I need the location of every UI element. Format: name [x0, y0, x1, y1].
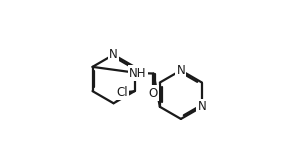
Text: Cl: Cl	[116, 86, 128, 99]
Text: N: N	[176, 64, 185, 77]
Text: O: O	[149, 87, 158, 100]
Text: N: N	[197, 100, 206, 113]
Text: N: N	[109, 48, 118, 61]
Text: NH: NH	[129, 67, 147, 79]
